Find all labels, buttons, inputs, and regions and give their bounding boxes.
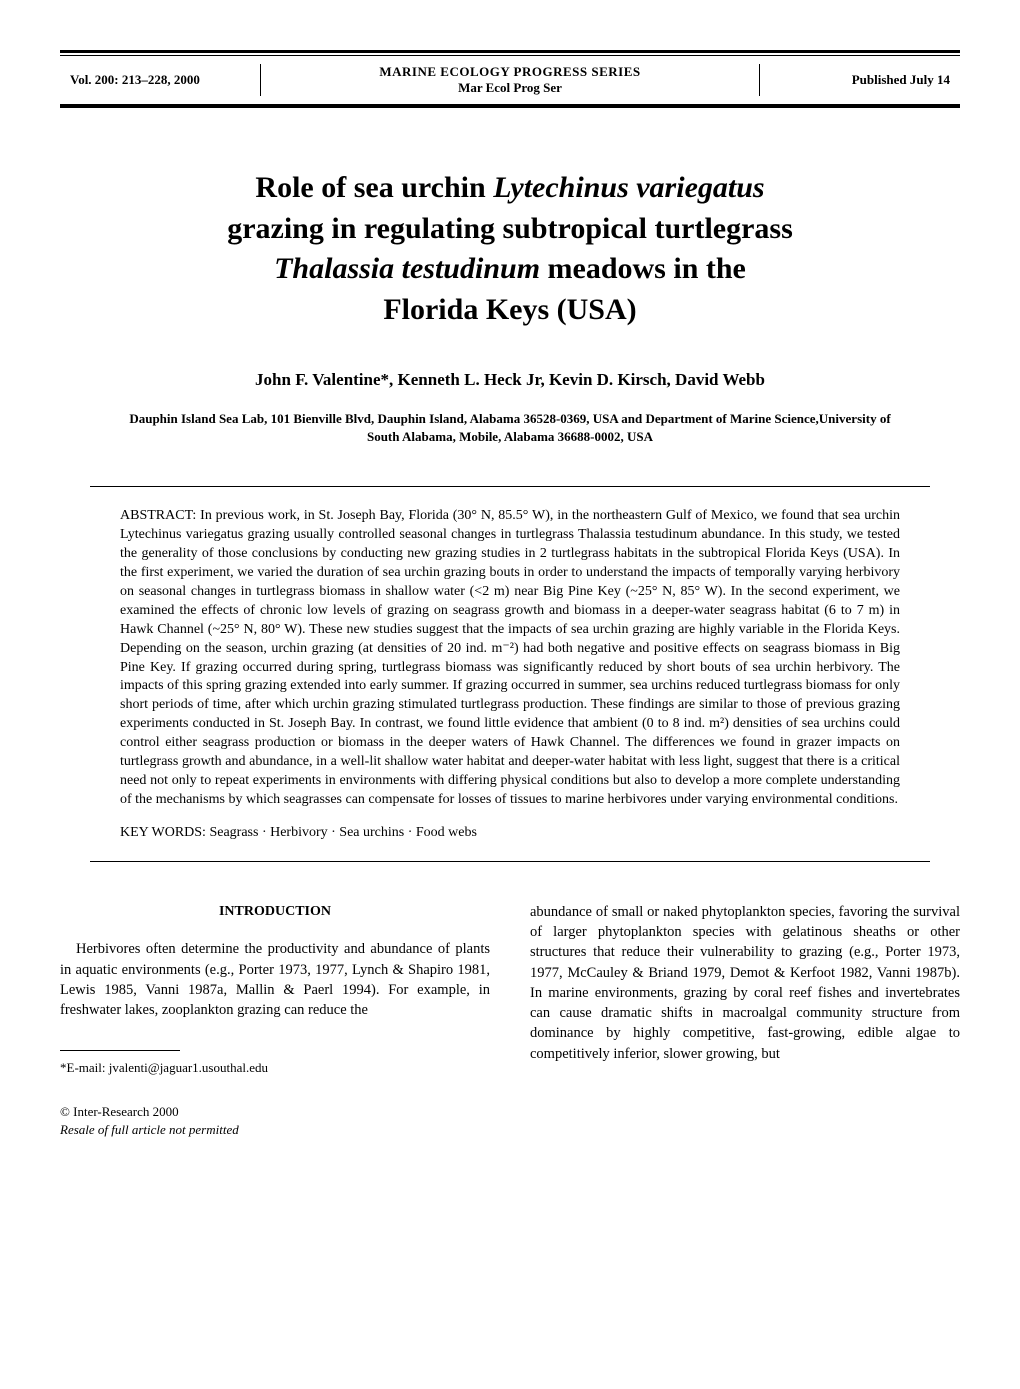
title-part-1: Role of sea urchin bbox=[255, 171, 493, 204]
keywords-section: KEY WORDS: Seagrass · Herbivory · Sea ur… bbox=[120, 825, 900, 841]
keywords-label: KEY WORDS: bbox=[120, 825, 209, 840]
right-column: abundance of small or naked phytoplankto… bbox=[530, 902, 960, 1139]
copyright-line-1: © Inter-Research 2000 bbox=[60, 1103, 490, 1121]
introduction-heading: INTRODUCTION bbox=[60, 902, 490, 922]
title-section: Role of sea urchin Lytechinus variegatus… bbox=[60, 168, 960, 330]
copyright-line-2: Resale of full article not permitted bbox=[60, 1121, 490, 1139]
abstract-section: ABSTRACT: In previous work, in St. Josep… bbox=[120, 507, 900, 809]
affiliation: Dauphin Island Sea Lab, 101 Bienville Bl… bbox=[60, 410, 960, 446]
title-part-4: Florida Keys (USA) bbox=[383, 293, 636, 326]
published-date: Published July 14 bbox=[760, 72, 960, 88]
abstract-text: In previous work, in St. Joseph Bay, Flo… bbox=[120, 508, 900, 806]
abstract-label: ABSTRACT: bbox=[120, 508, 200, 523]
corresponding-email: *E-mail: jvalenti@jaguar1.usouthal.edu bbox=[60, 1059, 490, 1077]
title-part-2: grazing in regulating subtropical turtle… bbox=[227, 212, 793, 245]
journal-abbrev: Mar Ecol Prog Ser bbox=[281, 80, 739, 96]
abstract-top-rule bbox=[90, 486, 930, 487]
title-part-3: meadows in the bbox=[540, 252, 746, 285]
journal-info: MARINE ECOLOGY PROGRESS SERIES Mar Ecol … bbox=[260, 64, 760, 96]
volume-info: Vol. 200: 213–228, 2000 bbox=[60, 72, 260, 88]
article-title: Role of sea urchin Lytechinus variegatus… bbox=[60, 168, 960, 330]
intro-paragraph-left: Herbivores often determine the productiv… bbox=[60, 939, 490, 1020]
authors: John F. Valentine*, Kenneth L. Heck Jr, … bbox=[60, 370, 960, 390]
journal-name: MARINE ECOLOGY PROGRESS SERIES bbox=[281, 64, 739, 80]
body-section: INTRODUCTION Herbivores often determine … bbox=[60, 902, 960, 1139]
keywords-text: Seagrass · Herbivory · Sea urchins · Foo… bbox=[209, 825, 477, 840]
page-header: Vol. 200: 213–228, 2000 MARINE ECOLOGY P… bbox=[60, 50, 960, 108]
footnote-rule bbox=[60, 1050, 180, 1051]
abstract-bottom-rule bbox=[90, 861, 930, 862]
intro-paragraph-right: abundance of small or naked phytoplankto… bbox=[530, 902, 960, 1064]
header-row: Vol. 200: 213–228, 2000 MARINE ECOLOGY P… bbox=[60, 56, 960, 104]
left-column: INTRODUCTION Herbivores often determine … bbox=[60, 902, 490, 1139]
title-species-2: Thalassia testudinum bbox=[274, 252, 540, 285]
header-top-rule-thick bbox=[60, 50, 960, 53]
header-bottom-rule-thick bbox=[60, 105, 960, 108]
title-species-1: Lytechinus variegatus bbox=[493, 171, 764, 204]
copyright-section: © Inter-Research 2000 Resale of full art… bbox=[60, 1103, 490, 1139]
